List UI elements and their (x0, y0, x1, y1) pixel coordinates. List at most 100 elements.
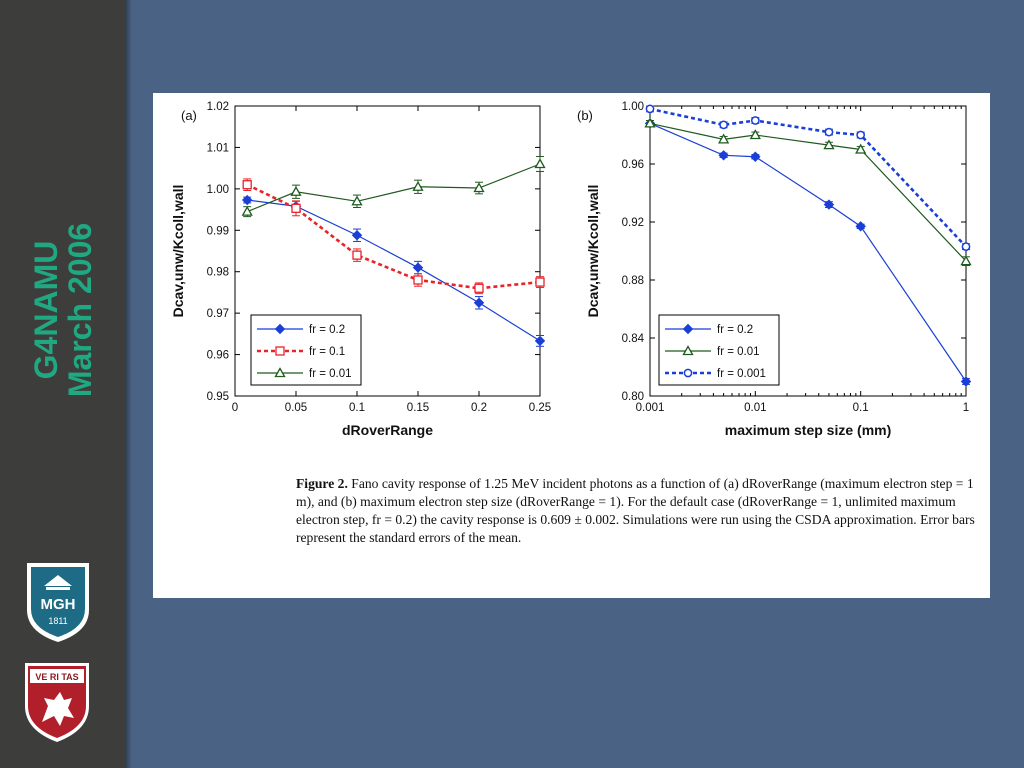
data-point (241, 205, 253, 216)
x-tick-label: 0.1 (853, 402, 869, 414)
harvard-logo-text: VE RI TAS (35, 672, 78, 682)
chart-panel-a: (a) 0.95 0.96 0.97 0.98 0.99 1.00 1.01 1.02 0 0.05… (170, 101, 551, 438)
y-tick-label: 0.95 (207, 391, 229, 403)
legend-label: fr = 0.01 (309, 368, 352, 380)
x-tick-label: 0.2 (471, 402, 487, 414)
data-point (855, 143, 867, 154)
series-line (246, 183, 541, 290)
x-tick-label: 0.05 (285, 402, 307, 414)
legend-marker (274, 323, 286, 335)
data-point (412, 180, 424, 191)
data-point (474, 283, 484, 293)
data-point (351, 195, 363, 206)
data-point (823, 199, 835, 210)
data-point (352, 250, 362, 260)
y-tick-label: 0.92 (622, 217, 644, 229)
x-axis-label: maximum step size (mm) (725, 422, 892, 438)
data-point (749, 129, 761, 140)
mgh-logo-year: 1811 (48, 616, 67, 626)
legend-label: fr = 0.2 (717, 324, 753, 336)
x-tick-label: 0.01 (744, 402, 766, 414)
data-point (750, 151, 761, 162)
legend: fr = 0.2 fr = 0.01 fr = 0.001 (658, 314, 780, 386)
y-tick-label: 0.84 (622, 333, 645, 345)
legend-label: fr = 0.2 (309, 324, 345, 336)
y-axis-label: Dcav,unw/Kcoll,wall (170, 185, 186, 318)
harvard-logo: VE RI TAS (25, 663, 89, 742)
data-point (534, 335, 546, 347)
legend-label: fr = 0.01 (717, 346, 760, 358)
sidebar-shadow (126, 0, 132, 768)
data-point (534, 158, 546, 169)
title-line-2: March 2006 (62, 222, 98, 398)
legend: fr = 0.2 fr = 0.1 fr = 0.01 (250, 314, 362, 386)
x-axis-label: dRoverRange (342, 422, 433, 438)
series-2 (645, 104, 971, 251)
data-point (644, 117, 656, 128)
data-point (473, 297, 485, 308)
legend-marker (274, 367, 286, 378)
data-point (961, 242, 971, 251)
legend-marker (682, 345, 694, 356)
x-tick-label: 0.001 (636, 402, 665, 414)
figure-panel: (a) 0.95 0.96 0.97 0.98 0.99 1.00 1.01 1.02 0 0.05… (153, 93, 990, 598)
data-point (960, 255, 972, 266)
series-line (649, 122, 967, 382)
data-point (290, 185, 302, 196)
legend-marker (682, 323, 694, 335)
legend-label: fr = 0.1 (309, 346, 345, 358)
data-point (855, 221, 866, 232)
legend-label: fr = 0.001 (717, 368, 766, 380)
y-tick-label: 1.01 (207, 142, 229, 154)
y-tick-label: 1.00 (207, 184, 229, 196)
mgh-logo: MGH 1811 (27, 563, 89, 642)
plot-frame (649, 105, 967, 397)
series-line (649, 122, 967, 262)
y-tick-label: 1.02 (207, 101, 229, 113)
legend-box (658, 314, 780, 386)
data-point (242, 180, 252, 190)
x-tick-label: 0.25 (529, 402, 551, 414)
y-tick-label: 0.96 (622, 159, 644, 171)
data-point (718, 150, 729, 161)
vertical-title: G4NAMU March 2006 (18, 200, 108, 420)
data-point (719, 120, 728, 130)
x-tick-label: 0 (232, 402, 238, 414)
data-point (645, 104, 655, 114)
caption-figure-label: Figure 2. (296, 476, 348, 491)
data-point (412, 262, 424, 273)
legend-marker (683, 368, 693, 378)
series-line (649, 107, 967, 248)
x-tick-label: 1 (963, 402, 969, 414)
series-2 (241, 156, 546, 218)
mgh-logo-text: MGH (41, 596, 76, 613)
y-axis-label: Dcav,unw/Kcoll,wall (585, 185, 601, 318)
y-tick-label: 0.80 (622, 391, 644, 403)
data-point (824, 127, 834, 137)
data-point (823, 139, 835, 150)
caption-text: Fano cavity response of 1.25 MeV inciden… (296, 476, 975, 545)
figure-caption: Figure 2. Fano cavity response of 1.25 M… (296, 475, 976, 547)
y-tick-label: 0.98 (207, 267, 229, 279)
legend-marker (275, 346, 285, 356)
y-tick-label: 0.88 (622, 275, 644, 287)
figure-charts: (a) 0.95 0.96 0.97 0.98 0.99 1.00 1.01 1.02 0 0.05… (170, 101, 972, 438)
series-1 (242, 178, 545, 295)
series-1 (644, 117, 972, 266)
data-point (291, 203, 301, 213)
data-point (241, 194, 253, 206)
y-tick-label: 0.96 (207, 350, 229, 362)
data-point (535, 277, 545, 287)
title-line-1: G4NAMU (28, 240, 64, 380)
plot-frame (234, 105, 541, 397)
data-point (750, 116, 760, 125)
x-tick-label: 0.1 (349, 402, 365, 414)
y-tick-label: 1.00 (622, 101, 644, 113)
x-tick-label: 0.15 (407, 402, 429, 414)
data-point (960, 376, 972, 387)
chart-panel-b: (b) 0.80 0.84 0.88 0.92 0.96 1.00 0.001 0.01 0.1 1… (577, 101, 972, 438)
data-point (718, 133, 730, 144)
panel-label: (b) (577, 108, 593, 123)
data-point (473, 182, 485, 193)
panel-label: (a) (181, 108, 197, 123)
